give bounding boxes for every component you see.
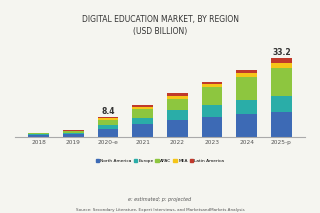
Bar xyxy=(202,84,222,87)
Bar xyxy=(202,117,222,137)
Bar xyxy=(28,135,49,137)
Bar xyxy=(132,105,153,107)
Bar xyxy=(63,133,84,134)
Text: e: estimated; p: projected: e: estimated; p: projected xyxy=(128,197,192,202)
Bar xyxy=(63,131,84,133)
Bar xyxy=(236,114,257,137)
Text: 8.4: 8.4 xyxy=(101,107,115,116)
Bar xyxy=(98,125,118,129)
Bar xyxy=(63,130,84,131)
Bar xyxy=(271,63,292,68)
Bar xyxy=(98,118,118,120)
Bar xyxy=(28,134,49,135)
Bar xyxy=(271,58,292,63)
Bar xyxy=(132,109,153,118)
Text: 33.2: 33.2 xyxy=(272,48,291,57)
Bar xyxy=(98,120,118,125)
Bar xyxy=(236,73,257,77)
Bar xyxy=(167,99,188,110)
Text: Source: Secondary Literature, Expert Interviews, and MarketsandMarkets Analysis: Source: Secondary Literature, Expert Int… xyxy=(76,208,244,212)
Bar xyxy=(98,117,118,118)
Bar xyxy=(236,100,257,114)
Bar xyxy=(236,77,257,100)
Bar xyxy=(132,118,153,124)
Bar xyxy=(28,133,49,134)
Bar xyxy=(202,82,222,84)
Bar xyxy=(271,112,292,137)
Bar xyxy=(271,68,292,96)
Bar xyxy=(167,93,188,96)
Bar xyxy=(132,124,153,137)
Legend: North America, Europe, APAC, MEA, Latin America: North America, Europe, APAC, MEA, Latin … xyxy=(94,157,226,164)
Bar xyxy=(132,107,153,109)
Bar xyxy=(167,120,188,137)
Bar xyxy=(167,110,188,120)
Bar xyxy=(202,87,222,105)
Title: DIGITAL EDUCATION MARKET, BY REGION
(USD BILLION): DIGITAL EDUCATION MARKET, BY REGION (USD… xyxy=(82,15,238,36)
Bar xyxy=(202,105,222,117)
Bar xyxy=(167,96,188,99)
Bar xyxy=(63,134,84,137)
Bar xyxy=(98,129,118,137)
Bar xyxy=(236,70,257,73)
Bar xyxy=(271,96,292,112)
